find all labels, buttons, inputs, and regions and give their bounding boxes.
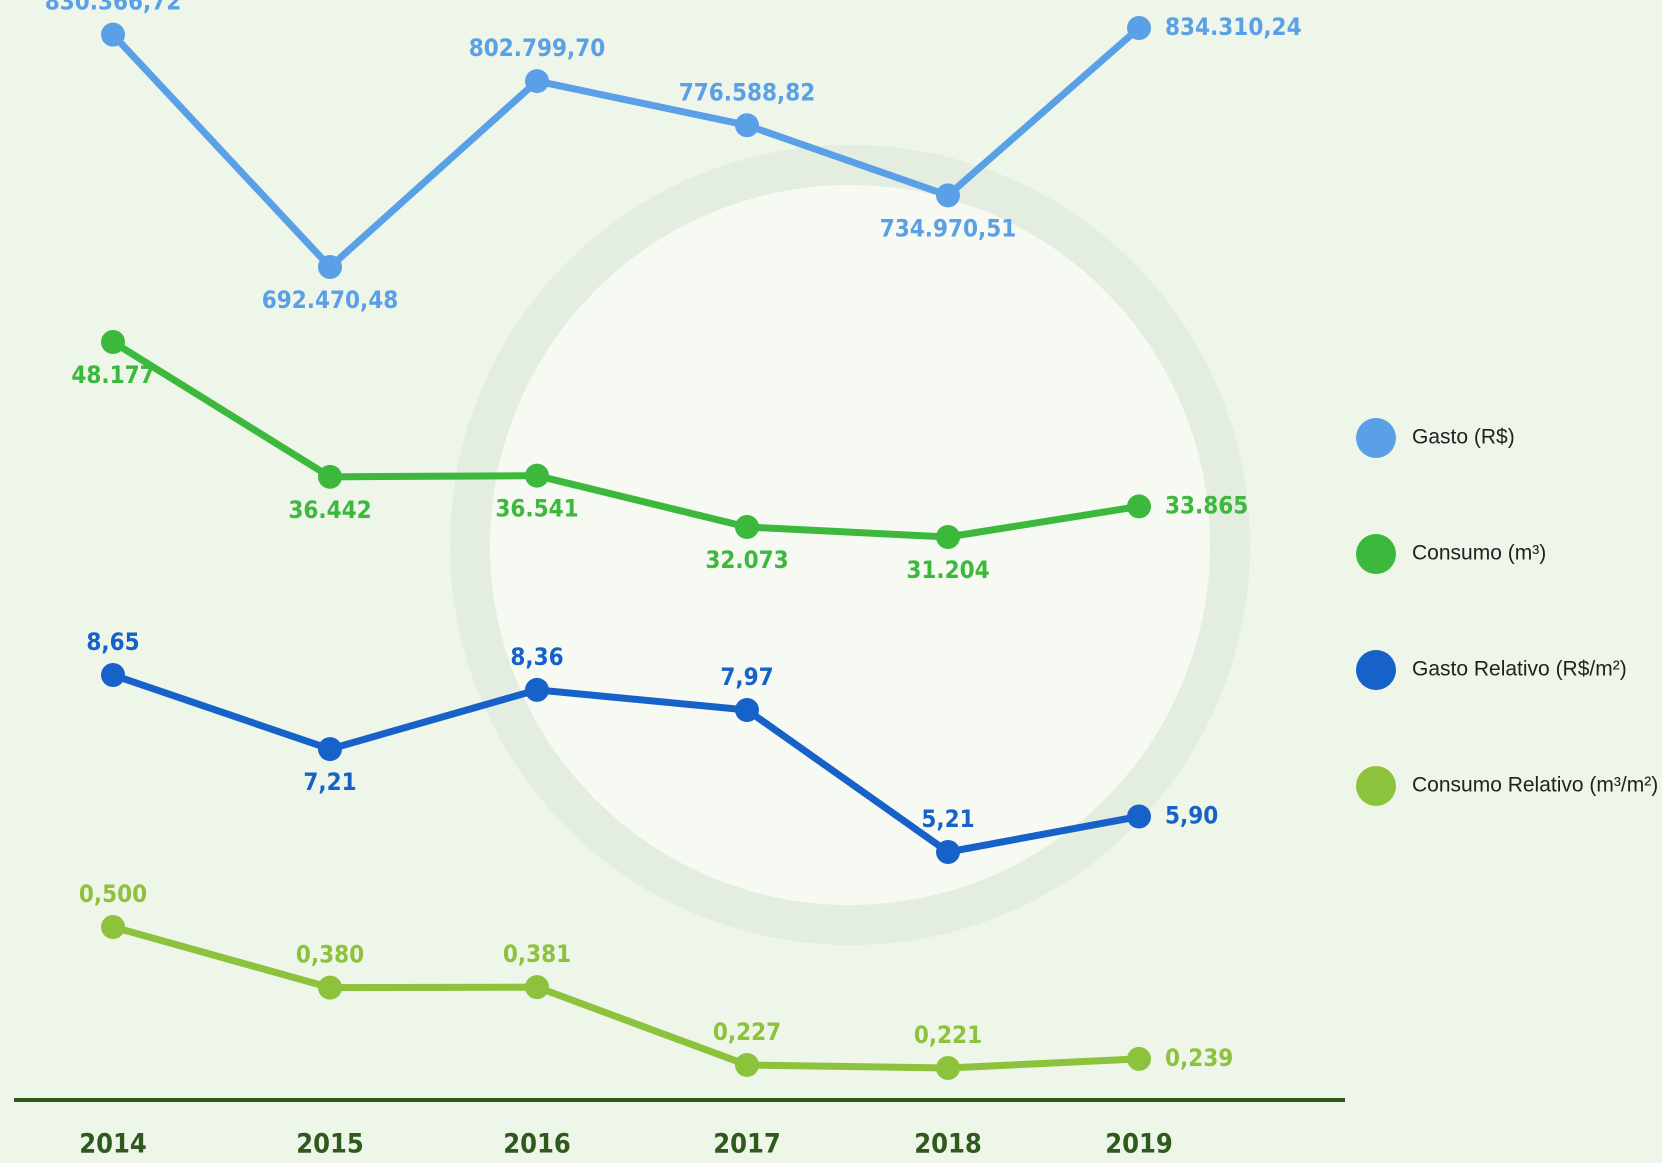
legend-marker bbox=[1356, 650, 1396, 690]
value-label: 7,97 bbox=[720, 663, 773, 691]
value-label: 33.865 bbox=[1165, 491, 1248, 519]
value-label: 0,381 bbox=[503, 940, 571, 968]
legend-label: Gasto Relativo (R$/m²) bbox=[1412, 658, 1627, 681]
x-tick-label: 2015 bbox=[296, 1129, 364, 1160]
value-label: 48.177 bbox=[71, 361, 154, 389]
legend-label: Gasto (R$) bbox=[1412, 426, 1515, 449]
legend-label: Consumo (m³) bbox=[1412, 542, 1546, 565]
point bbox=[101, 23, 125, 47]
legend-marker bbox=[1356, 418, 1396, 458]
point bbox=[318, 976, 342, 1000]
value-label: 830.366,72 bbox=[45, 0, 182, 16]
value-label: 0,221 bbox=[914, 1021, 982, 1049]
point bbox=[1127, 804, 1151, 828]
point bbox=[735, 113, 759, 137]
decor-circle bbox=[470, 165, 1230, 925]
point bbox=[735, 515, 759, 539]
point bbox=[936, 840, 960, 864]
point bbox=[1127, 494, 1151, 518]
value-label: 36.442 bbox=[288, 496, 371, 524]
value-label: 834.310,24 bbox=[1165, 13, 1302, 41]
x-tick-label: 2018 bbox=[914, 1129, 982, 1160]
point bbox=[936, 183, 960, 207]
point bbox=[735, 1053, 759, 1077]
value-label: 7,21 bbox=[303, 768, 356, 796]
point bbox=[936, 525, 960, 549]
value-label: 0,500 bbox=[79, 880, 147, 908]
value-label: 0,239 bbox=[1165, 1044, 1233, 1072]
value-label: 0,380 bbox=[296, 941, 364, 969]
value-label: 692.470,48 bbox=[262, 286, 399, 314]
point bbox=[101, 915, 125, 939]
value-label: 5,90 bbox=[1165, 801, 1218, 829]
point bbox=[1127, 1047, 1151, 1071]
value-label: 776.588,82 bbox=[679, 78, 816, 106]
value-label: 734.970,51 bbox=[880, 214, 1017, 242]
legend-marker bbox=[1356, 766, 1396, 806]
legend-label: Consumo Relativo (m³/m²) bbox=[1412, 774, 1658, 797]
value-label: 8,65 bbox=[86, 628, 139, 656]
legend-marker bbox=[1356, 534, 1396, 574]
point bbox=[936, 1056, 960, 1080]
point bbox=[735, 698, 759, 722]
point bbox=[101, 663, 125, 687]
value-label: 32.073 bbox=[705, 546, 788, 574]
point bbox=[525, 678, 549, 702]
point bbox=[525, 464, 549, 488]
point bbox=[318, 255, 342, 279]
value-label: 0,227 bbox=[713, 1018, 781, 1046]
x-tick-label: 2017 bbox=[713, 1129, 781, 1160]
value-label: 802.799,70 bbox=[469, 34, 606, 62]
point bbox=[318, 737, 342, 761]
value-label: 8,36 bbox=[510, 643, 563, 671]
x-tick-label: 2016 bbox=[503, 1129, 571, 1160]
point bbox=[318, 465, 342, 489]
value-label: 5,21 bbox=[921, 805, 974, 833]
x-tick-label: 2019 bbox=[1105, 1129, 1173, 1160]
chart: 2014 2015 2016 2017 2018 2019 830.366,72 692.47… bbox=[0, 0, 1662, 1163]
point bbox=[525, 69, 549, 93]
point bbox=[525, 975, 549, 999]
point bbox=[101, 330, 125, 354]
value-label: 36.541 bbox=[495, 495, 578, 523]
x-tick-label: 2014 bbox=[79, 1129, 147, 1160]
point bbox=[1127, 16, 1151, 40]
value-label: 31.204 bbox=[906, 556, 989, 584]
